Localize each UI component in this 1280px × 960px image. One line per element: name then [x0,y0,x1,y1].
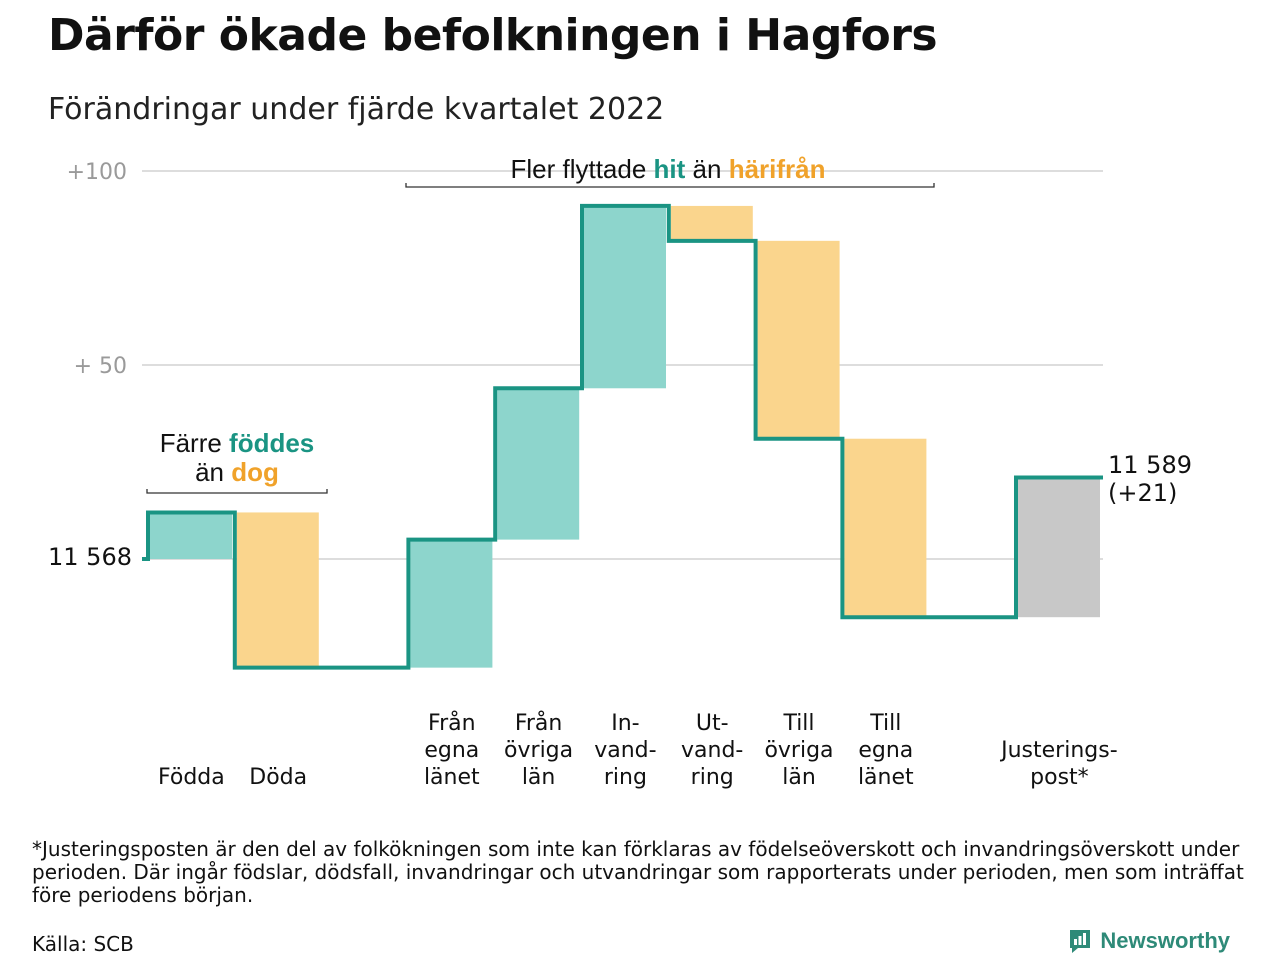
y-tick-label: + 50 [74,354,127,379]
decrease-bar [236,512,319,668]
category-label: post* [1030,765,1089,790]
category-label: övriga [504,738,573,763]
category-label: Till [782,711,814,736]
end-value-label: 11 589 [1108,451,1192,479]
svg-text:Fler flyttade hit än härifrån: Fler flyttade hit än härifrån [510,154,825,184]
decrease-bar [670,205,753,241]
brand-logo: Newsworthy [1068,928,1230,954]
category-label: ring [691,765,734,790]
footnote: *Justeringsposten är den del av folkökni… [32,837,1244,907]
category-label: länet [424,765,480,790]
births-bracket [146,489,328,494]
start-value-label: 11 568 [48,543,132,571]
increase-bar [150,512,232,559]
category-label: län [522,765,556,790]
category-label: Från [515,710,563,736]
category-label: länet [858,765,914,790]
category-label: Till [869,711,901,736]
migration-bracket [405,183,935,188]
category-label: Födda [158,765,225,790]
category-label: egna [858,738,913,763]
decrease-bar [757,240,840,439]
chart-subtitle: Förändringar under fjärde kvartalet 2022 [48,92,665,127]
category-label: län [782,765,816,790]
migration-annotation-text: Fler flyttade [510,154,653,184]
decrease-bar [844,438,927,618]
increase-bar [410,539,493,668]
adjustment-bar [1018,477,1100,618]
waterfall-chart: +100+ 50 Födda DödaFrånegnalänetFrånövrig… [48,154,1192,790]
category-label: Ut- [696,711,729,736]
svg-text:Färre föddes: Färre föddes [160,428,315,458]
y-tick-label: +100 [67,160,127,185]
category-label: vand- [681,738,743,763]
chart-title: Därför ökade befolkningen i Hagfors [48,10,938,61]
migration-annotation: Fler flyttade hit än härifrån [405,154,935,188]
category-label: In- [611,711,639,736]
migration-annotation-highlight: härifrån [729,154,826,184]
end-change-label: (+21) [1108,479,1177,507]
source-label: Källa: SCB [32,932,134,956]
bars [150,205,1100,668]
migration-annotation-text: än [685,154,728,184]
births-annotation-highlight: föddes [229,428,314,458]
births-annotation-highlight: dog [231,457,279,487]
category-label: ring [604,765,647,790]
brand-name: Newsworthy [1100,928,1230,953]
category-label: Från [428,710,476,736]
births-annotation-text: Färre [160,428,229,458]
category-label: Döda [249,765,307,790]
newsworthy-logo-icon [1070,930,1091,953]
category-label: Justerings- [999,738,1118,763]
increase-bar [584,205,666,389]
migration-annotation-highlight: hit [654,154,686,184]
births-annotation: Färre föddes än dog [146,428,328,494]
births-annotation-text: än [195,457,231,487]
category-label: övriga [764,738,833,763]
category-labels: Födda DödaFrånegnalänetFrånövrigalänIn-va… [158,710,1118,790]
category-label: vand- [594,738,656,763]
cumulative-step-line [142,203,1103,670]
svg-text:än dog: än dog [195,457,279,487]
increase-bar [497,388,580,540]
category-label: egna [424,738,479,763]
